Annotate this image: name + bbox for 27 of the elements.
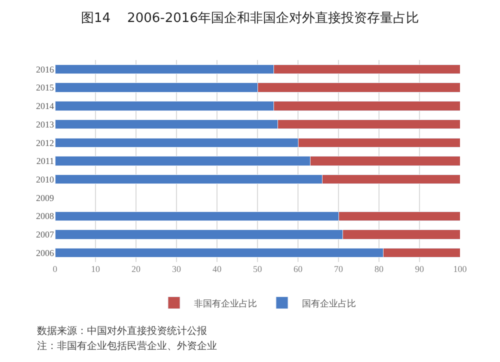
y-tick-label: 2009	[36, 192, 54, 203]
y-tick-label: 2012	[36, 138, 54, 148]
x-tick-label: 0	[52, 264, 58, 274]
y-tick-label: 2014	[36, 101, 54, 112]
y-tick-label: 2016	[36, 64, 54, 74]
x-tick-label: 90	[415, 264, 424, 274]
text: 注：非国有企业包括民营企业、外资企业	[37, 340, 217, 352]
x-tick-label: 70	[334, 264, 344, 274]
y-tick-label: 2011	[36, 156, 54, 166]
chart-title: 图14 2006-2016年国企和非国企对外直接投资存量占比	[81, 10, 419, 26]
x-tick-label: 50	[253, 264, 262, 274]
x-tick-label: 40	[212, 264, 222, 274]
y-tick-label: 2008	[36, 211, 54, 222]
legend-label: 国有企业占比	[302, 298, 356, 310]
x-tick-label: 80	[374, 264, 384, 274]
x-tick-label: 60	[294, 264, 303, 274]
x-tick-label: 30	[172, 264, 182, 274]
legend-label: 非国有企业占比	[194, 298, 257, 310]
source-note: 数据来源：中国对外直接投资统计公报	[37, 325, 207, 337]
x-tick-label: 10	[91, 264, 100, 274]
x-tick-label: 100	[453, 264, 468, 274]
y-tick-label: 2007	[36, 230, 54, 240]
y-tick-label: 2015	[36, 82, 54, 93]
y-tick-label: 2006	[36, 248, 54, 258]
x-tick-label: 20	[132, 264, 141, 274]
y-tick-label: 2010	[36, 174, 54, 185]
y-tick-label: 2013	[36, 119, 54, 130]
